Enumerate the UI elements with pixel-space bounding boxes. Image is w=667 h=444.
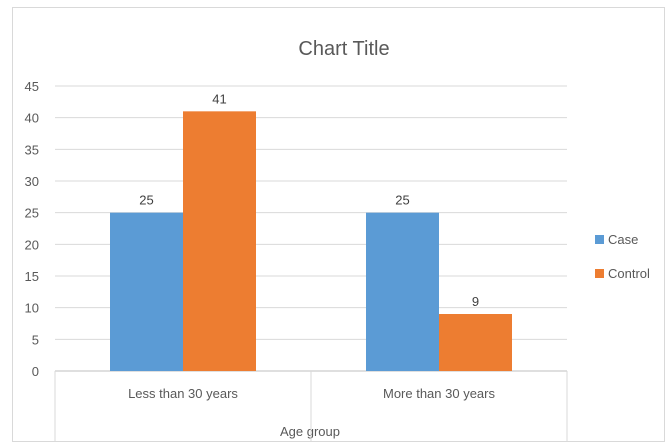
data-label: 25	[395, 193, 409, 208]
x-axis-label: Age group	[280, 424, 340, 439]
y-tick-label: 40	[25, 111, 39, 126]
chart-title: Chart Title	[298, 38, 389, 60]
legend-swatch-control	[595, 269, 604, 278]
legend: Case Control	[595, 232, 650, 281]
legend-label-case: Case	[608, 232, 638, 247]
y-tick-label: 0	[32, 364, 39, 379]
y-tick-label: 10	[25, 301, 39, 316]
y-tick-label: 20	[25, 237, 39, 252]
y-tick-label: 35	[25, 142, 39, 157]
legend-swatch-case	[595, 235, 604, 244]
data-label: 41	[212, 91, 226, 106]
data-label: 9	[472, 294, 479, 309]
y-tick-label: 45	[25, 79, 39, 94]
bars: 25 25 41 9	[110, 91, 512, 371]
y-axis-ticks: 0 5 10 15 20 25 30 35 40 45	[25, 79, 39, 379]
x-axis-categories: Less than 30 years More than 30 years	[128, 386, 495, 401]
bar-control-1	[439, 314, 512, 371]
bar-case-0	[110, 212, 183, 371]
y-tick-label: 25	[25, 206, 39, 221]
y-tick-label: 30	[25, 174, 39, 189]
x-category-label: Less than 30 years	[128, 386, 238, 401]
y-tick-label: 5	[32, 332, 39, 347]
y-tick-label: 15	[25, 269, 39, 284]
legend-label-control: Control	[608, 266, 650, 281]
bar-control-0	[183, 111, 256, 371]
x-category-label: More than 30 years	[383, 386, 496, 401]
data-label: 25	[139, 193, 153, 208]
bar-case-1	[366, 212, 439, 371]
